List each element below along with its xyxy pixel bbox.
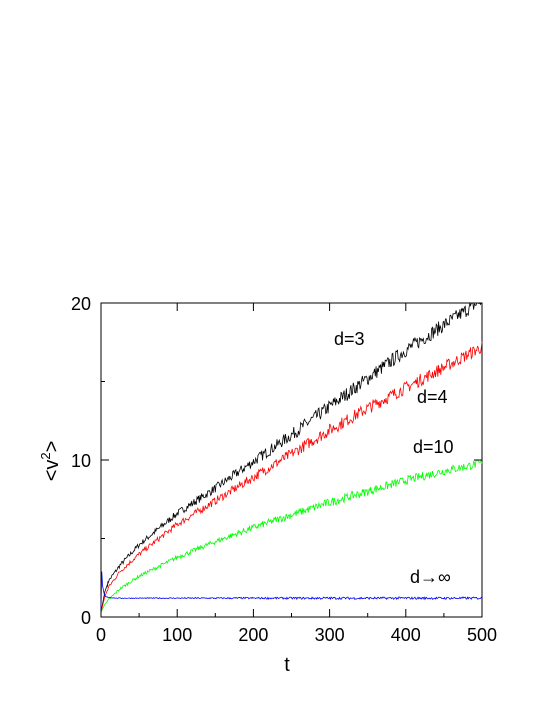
series-line-1	[100, 341, 483, 613]
series-line-3	[100, 571, 483, 610]
series-line-2	[100, 459, 483, 613]
y-tick-label: 10	[71, 451, 91, 471]
x-tick-label: 300	[315, 625, 345, 645]
x-tick-label: 0	[96, 625, 106, 645]
series-label-d10: d=10	[413, 437, 454, 457]
x-tick-label: 200	[238, 625, 268, 645]
series-label-dinf: d→∞	[410, 567, 451, 587]
x-tick-label: 400	[391, 625, 421, 645]
y-axis-label-close: >	[41, 441, 63, 453]
y-tick-label: 0	[81, 608, 91, 628]
svg-text:<v2>: <v2>	[38, 441, 63, 482]
x-tick-label: 500	[467, 625, 497, 645]
series-label-d4: d=4	[417, 387, 448, 407]
x-axis-label: t	[284, 654, 290, 676]
x-tick-label: 100	[162, 625, 192, 645]
series-line-0	[100, 302, 482, 613]
series-lines	[100, 302, 483, 613]
y-axis-label: <v2>	[38, 441, 63, 482]
y-tick-label: 20	[71, 294, 91, 314]
axis-ticks: 0 100 200 300 400 500 0 10 20	[71, 294, 497, 645]
series-label-d3: d=3	[334, 329, 365, 349]
y-axis-label-open: <v	[41, 460, 63, 482]
y-axis-label-sup: 2	[38, 452, 53, 459]
